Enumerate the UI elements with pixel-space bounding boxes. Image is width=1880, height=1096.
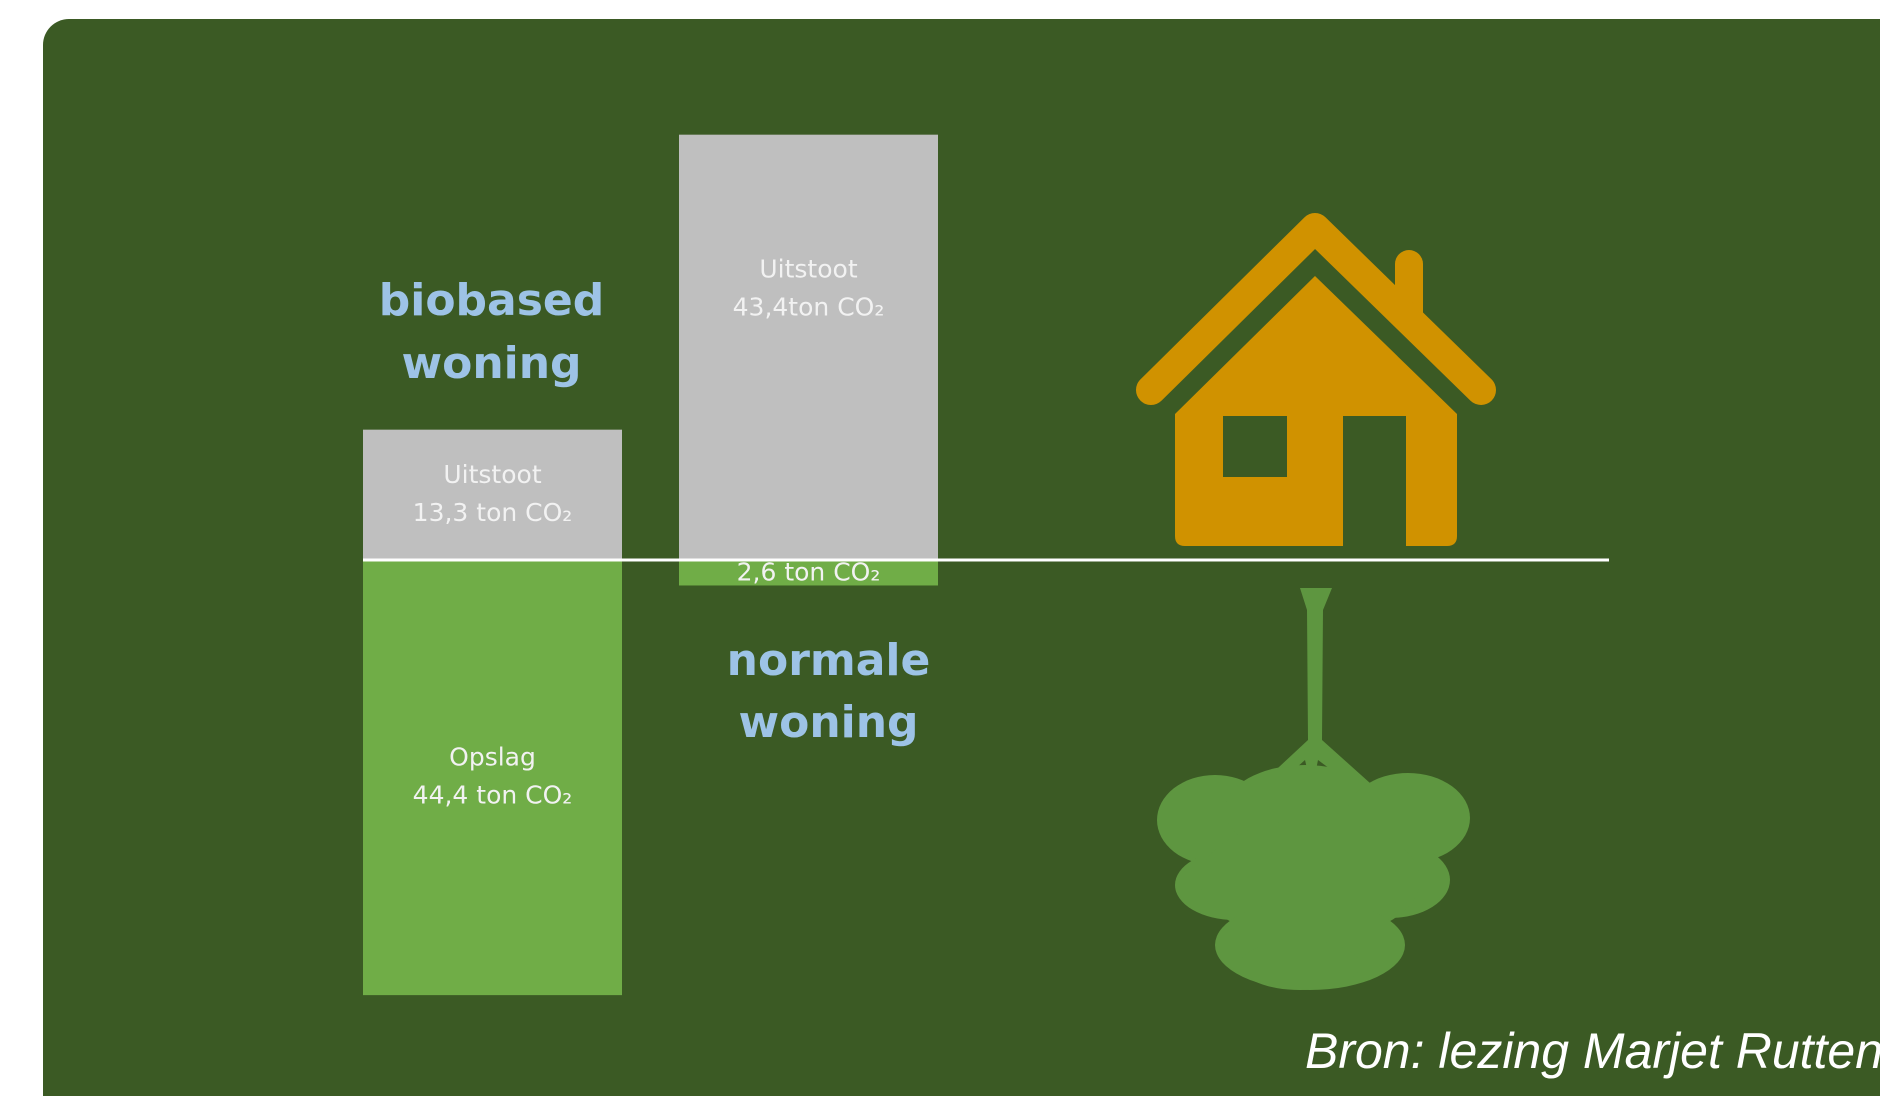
value-label: 44,4 ton CO₂ [413, 781, 573, 810]
bar-segment [363, 560, 622, 995]
segment-name: Uitstoot [443, 460, 541, 489]
bar-segment [363, 430, 622, 560]
bar-segment [679, 135, 938, 560]
chart: Bron: lezing Marjet Rutten Uitstoot 13,3 … [0, 0, 1880, 1096]
source-note: Bron: lezing Marjet Rutten [1305, 1023, 1880, 1079]
value-label: 13,3 ton CO₂ [413, 498, 573, 527]
value-label: 43,4ton CO₂ [733, 293, 885, 322]
page: {"chart_data": { "type": "diverging-bar"… [0, 0, 1880, 1096]
segment-name: Uitstoot [759, 255, 857, 284]
value-label: 2,6 ton CO₂ [737, 558, 881, 587]
card-background [43, 19, 1880, 1096]
segment-name: Opslag [449, 743, 536, 772]
